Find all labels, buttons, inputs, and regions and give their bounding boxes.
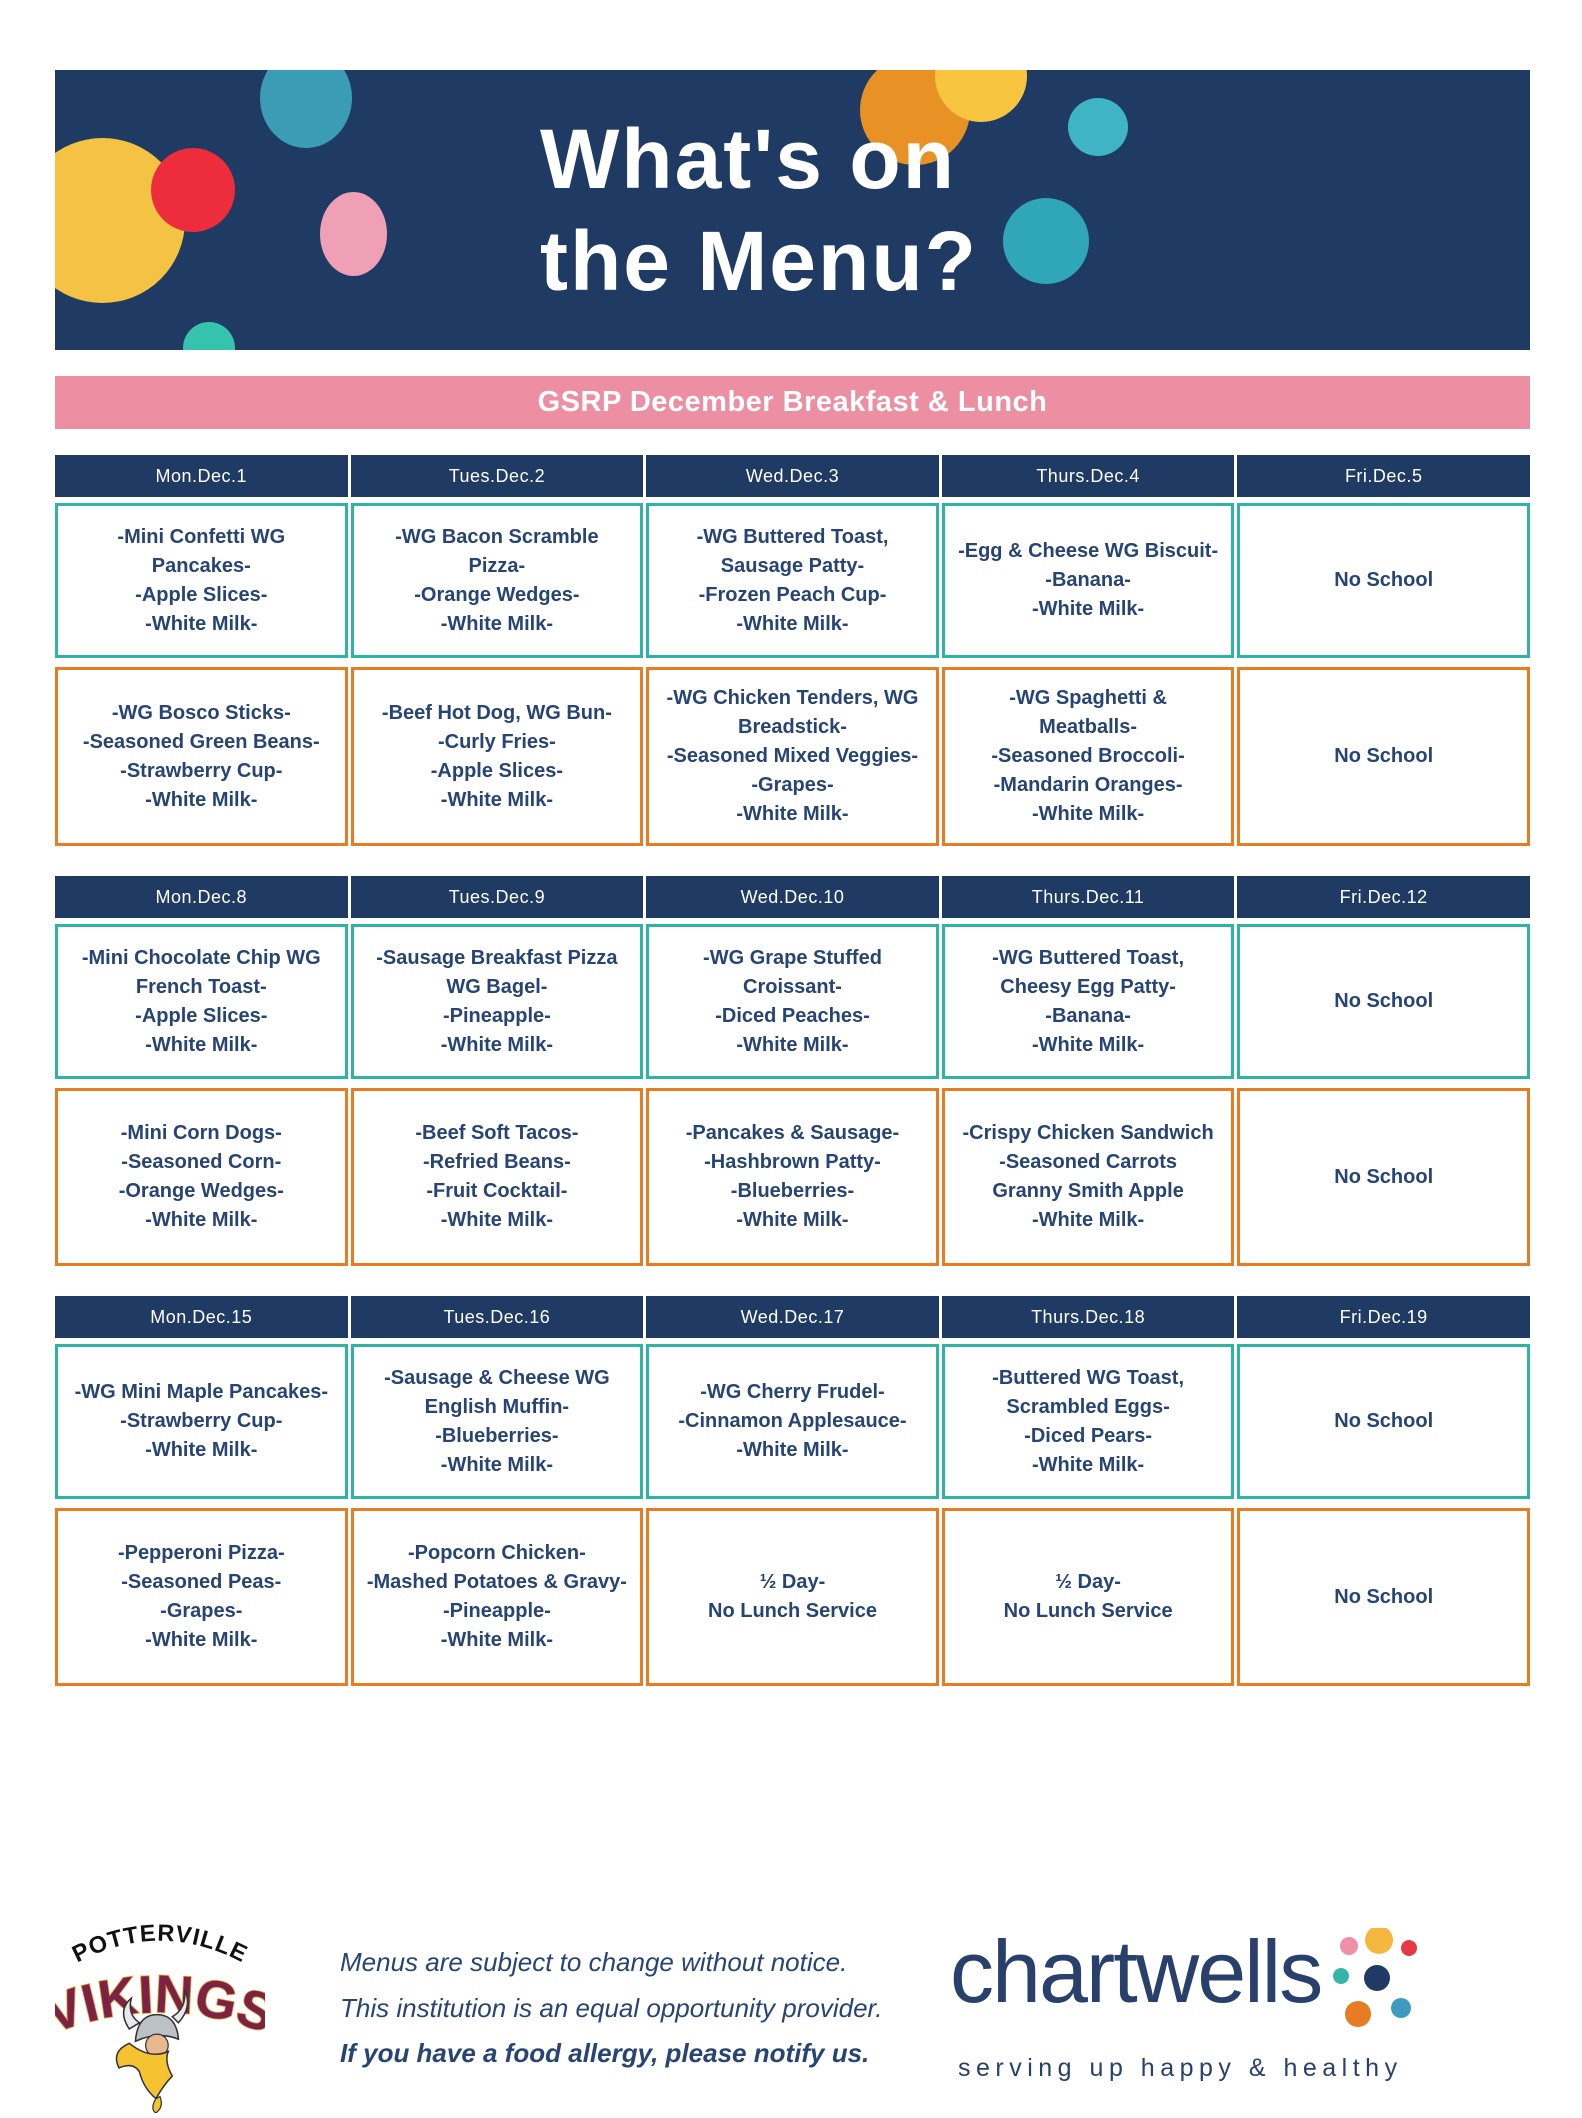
day-header-cell: Tues.Dec.2 (350, 455, 644, 497)
day-header-cell: Mon.Dec.1 (55, 455, 348, 497)
lunch-cell: -Crispy Chicken Sandwich -Seasoned Carro… (941, 1088, 1235, 1266)
lunch-cell: -WG Spaghetti & Meatballs- -Seasoned Bro… (941, 667, 1235, 846)
lunch-row: -Mini Corn Dogs- -Seasoned Corn- -Orange… (55, 1088, 1530, 1266)
week-1: Mon.Dec.1 Tues.Dec.2 Wed.Dec.3 Thurs.Dec.4 F… (55, 455, 1530, 846)
breakfast-cell: -WG Buttered Toast, Sausage Patty- -Froz… (646, 503, 939, 658)
lunch-cell: -WG Bosco Sticks- -Seasoned Green Beans-… (55, 667, 348, 846)
day-header-row: Mon.Dec.1 Tues.Dec.2 Wed.Dec.3 Thurs.Dec.4 F… (55, 455, 1530, 497)
breakfast-cell: No School (1237, 1344, 1530, 1499)
lunch-cell: ½ Day- No Lunch Service (941, 1508, 1235, 1686)
breakfast-cell: -Egg & Cheese WG Biscuit- -Banana- -Whit… (941, 503, 1235, 658)
lunch-cell: -WG Chicken Tenders, WG Breadstick- -Sea… (646, 667, 939, 846)
menu-weeks: Mon.Dec.1 Tues.Dec.2 Wed.Dec.3 Thurs.Dec.4 F… (55, 455, 1530, 1686)
breakfast-cell: -Buttered WG Toast, Scrambled Eggs- -Dic… (941, 1344, 1235, 1499)
svg-text:POTTERVILLE: POTTERVILLE (68, 1920, 252, 1968)
footer: POTTERVILLE VIKINGS Menus are subject to… (37, 1908, 1530, 2118)
breakfast-cell: -WG Cherry Frudel- -Cinnamon Applesauce-… (646, 1344, 939, 1499)
breakfast-cell: -WG Mini Maple Pancakes- -Strawberry Cup… (55, 1344, 348, 1499)
decorative-dot-teal-small (183, 322, 235, 350)
lunch-cell: No School (1237, 667, 1530, 846)
lunch-cell: -Pancakes & Sausage- -Hashbrown Patty- -… (646, 1088, 939, 1266)
lunch-row: -WG Bosco Sticks- -Seasoned Green Beans-… (55, 667, 1530, 846)
disclaimer-line-3: If you have a food allergy, please notif… (340, 2038, 870, 2068)
day-header-cell: Thurs.Dec.18 (941, 1296, 1235, 1338)
school-logo-line1: POTTERVILLE (68, 1920, 251, 1968)
day-header-cell: Tues.Dec.16 (350, 1296, 644, 1338)
lunch-cell: -Beef Hot Dog, WG Bun- -Curly Fries- -Ap… (350, 667, 644, 846)
day-header-cell: Fri.Dec.5 (1237, 455, 1530, 497)
breakfast-row: -Mini Chocolate Chip WG French Toast- -A… (55, 924, 1530, 1079)
day-header-cell: Thurs.Dec.11 (941, 876, 1235, 918)
school-logo: POTTERVILLE VIKINGS (37, 1908, 283, 2118)
day-header-cell: Fri.Dec.12 (1237, 876, 1530, 918)
day-header-cell: Mon.Dec.8 (55, 876, 348, 918)
day-header-row: Mon.Dec.15 Tues.Dec.16 Wed.Dec.17 Thurs.Dec… (55, 1296, 1530, 1338)
breakfast-row: -Mini Confetti WG Pancakes- -Apple Slice… (55, 503, 1530, 658)
lunch-cell: -Mini Corn Dogs- -Seasoned Corn- -Orange… (55, 1088, 348, 1266)
breakfast-cell: -WG Grape Stuffed Croissant- -Diced Peac… (646, 924, 939, 1079)
week-3: Mon.Dec.15 Tues.Dec.16 Wed.Dec.17 Thurs.Dec… (55, 1296, 1530, 1686)
day-header-cell: Mon.Dec.15 (55, 1296, 348, 1338)
decorative-dot-lightblue (1068, 98, 1128, 156)
menu-subtitle-bar: GSRP December Breakfast & Lunch (55, 376, 1530, 429)
breakfast-cell: -Mini Chocolate Chip WG French Toast- -A… (55, 924, 348, 1079)
day-header-cell: Wed.Dec.17 (646, 1296, 939, 1338)
lunch-cell: No School (1237, 1508, 1530, 1686)
day-header-cell: Tues.Dec.9 (350, 876, 644, 918)
breakfast-cell: -Mini Confetti WG Pancakes- -Apple Slice… (55, 503, 348, 658)
disclaimer-text: Menus are subject to change without noti… (340, 1940, 940, 2077)
menu-subtitle: GSRP December Breakfast & Lunch (537, 386, 1048, 418)
lunch-cell: -Beef Soft Tacos- -Refried Beans- -Fruit… (350, 1088, 644, 1266)
day-header-cell: Thurs.Dec.4 (941, 455, 1235, 497)
week-2: Mon.Dec.8 Tues.Dec.9 Wed.Dec.10 Thurs.Dec.1… (55, 876, 1530, 1266)
breakfast-row: -WG Mini Maple Pancakes- -Strawberry Cup… (55, 1344, 1530, 1499)
disclaimer-line-1: Menus are subject to change without noti… (340, 1947, 848, 1977)
lunch-row: -Pepperoni Pizza- -Seasoned Peas- -Grape… (55, 1508, 1530, 1686)
day-header-row: Mon.Dec.8 Tues.Dec.9 Wed.Dec.10 Thurs.Dec.1… (55, 876, 1530, 918)
day-header-cell: Wed.Dec.3 (646, 455, 939, 497)
page-title: What's on the Menu? (540, 112, 978, 309)
decorative-dot-pink (320, 192, 387, 276)
title-banner: What's on the Menu? (55, 70, 1530, 350)
lunch-cell: No School (1237, 1088, 1530, 1266)
lunch-cell: -Pepperoni Pizza- -Seasoned Peas- -Grape… (55, 1508, 348, 1686)
breakfast-cell: No School (1237, 503, 1530, 658)
vikings-logo-graphic: POTTERVILLE VIKINGS (37, 1920, 283, 2114)
decorative-dot-teal (260, 70, 352, 148)
chartwells-dots-icon (1333, 1928, 1418, 2027)
day-header-cell: Wed.Dec.10 (646, 876, 939, 918)
breakfast-cell: -WG Bacon Scramble Pizza- -Orange Wedges… (350, 503, 644, 658)
breakfast-cell: No School (1237, 924, 1530, 1079)
chartwells-wordmark: chartwells (950, 1922, 1323, 2021)
lunch-cell: -Popcorn Chicken- -Mashed Potatoes & Gra… (350, 1508, 644, 1686)
lunch-cell: ½ Day- No Lunch Service (646, 1508, 939, 1686)
decorative-dot-red (151, 148, 235, 232)
disclaimer-line-2: This institution is an equal opportunity… (340, 1992, 883, 2023)
vendor-logo: chartwells serving up happy & healthy (950, 1928, 1427, 2083)
breakfast-cell: -WG Buttered Toast, Cheesy Egg Patty- -B… (941, 924, 1235, 1079)
day-header-cell: Fri.Dec.19 (1237, 1296, 1530, 1338)
breakfast-cell: -Sausage & Cheese WG English Muffin- -Bl… (350, 1344, 644, 1499)
decorative-dot-teal-right (1003, 198, 1089, 284)
page: What's on the Menu? GSRP December Breakf… (55, 70, 1530, 1686)
chartwells-tagline: serving up happy & healthy (958, 2054, 1403, 2082)
breakfast-cell: -Sausage Breakfast Pizza WG Bagel- -Pine… (350, 924, 644, 1079)
